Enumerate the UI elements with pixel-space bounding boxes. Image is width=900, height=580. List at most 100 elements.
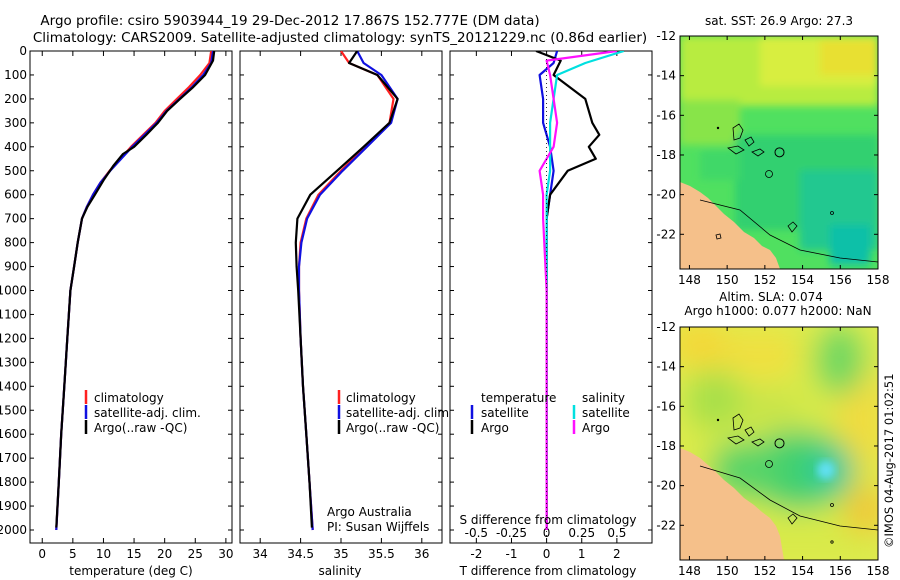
legend-label-satellite: satellite-adj. clim. (94, 406, 201, 420)
depth-tick-label: 900 (4, 260, 27, 274)
x-tick-label: 20 (157, 547, 172, 561)
sla-map-image (680, 327, 878, 560)
lat-tick-label: -12 (656, 320, 676, 334)
temperature-panel: 0100200300400500600700800900100011001200… (0, 44, 234, 578)
depth-tick-label: 600 (4, 188, 27, 202)
x-tick-label: 35.5 (368, 547, 395, 561)
sst-lon-ticks: 148 150 152 154 156 158 (678, 36, 889, 287)
sla-map-title-line2: Argo h1000: 0.077 h2000: NaN (684, 304, 871, 318)
legend-label-satellite: satellite-adj. clim. (346, 406, 453, 420)
salinity-profiles (294, 51, 399, 531)
depth-tick-label: 2000 (0, 523, 27, 537)
x-tick-label: 10 (96, 547, 111, 561)
temperature-plot-frame (29, 50, 233, 544)
sla-map-frame (679, 326, 879, 561)
depth-tick-label: 1900 (0, 499, 27, 513)
s-tick-label: 0.5 (607, 526, 626, 540)
lon-tick-label: 154 (791, 273, 814, 287)
lon-tick-label: 148 (678, 564, 701, 578)
x-tick-label: 30 (218, 547, 233, 561)
credit-line1: Argo Australia (327, 505, 412, 519)
lat-tick-label: -18 (656, 148, 676, 162)
figure-title-line2: Climatology: CARS2009. Satellite-adjuste… (33, 30, 647, 46)
lon-tick-label: 158 (867, 564, 890, 578)
legend-label-s-argo: Argo (582, 421, 610, 435)
depth-tick-label: 200 (4, 92, 27, 106)
t-difference-axis-ticks: -2 -1 0 1 2 (450, 50, 652, 561)
sst-lat-ticks: -12 -14 -16 -18 -20 -22 (656, 29, 878, 241)
t-difference-axis-label: T difference from climatology (459, 564, 637, 578)
lat-tick-label: -18 (656, 439, 676, 453)
depth-tick-label: 1200 (0, 331, 27, 345)
imos-watermark: ©IMOS 04-Aug-2017 01:02:51 (882, 373, 896, 548)
lon-tick-label: 148 (678, 273, 701, 287)
depth-tick-label: 1500 (0, 403, 27, 417)
salinity-axis-label: salinity (318, 564, 361, 578)
sst-map-image (680, 36, 878, 269)
lon-tick-label: 152 (753, 273, 776, 287)
s-tick-label: -0.25 (496, 526, 527, 540)
legend-label-argo: Argo(..raw -QC) (346, 421, 439, 435)
difference-legend: temperature salinity satellite Argo sate… (470, 391, 630, 435)
sst-map-frame (679, 35, 879, 270)
legend-label-t-satellite: satellite (481, 406, 529, 420)
x-tick-label: 36 (414, 547, 429, 561)
difference-panel: -2 -1 0 1 2 -0.5 -0.25 0 0.25 0.5 S difference f… (449, 50, 653, 578)
depth-tick-label: 1700 (0, 451, 27, 465)
lon-tick-label: 156 (829, 273, 852, 287)
sla-lon-ticks: 148 150 152 154 156 158 (678, 327, 889, 578)
sla-map-panel: Altim. SLA: 0.074 Argo h1000: 0.077 h200… (656, 290, 889, 578)
lon-tick-label: 150 (716, 564, 739, 578)
depth-tick-label: 500 (4, 164, 27, 178)
sla-lat-ticks: -12 -14 -16 -18 -20 -22 (656, 320, 878, 532)
depth-axis-ticks: 0 100 200 300 400 500 600 700 800 900 1000 1100 1200… (0, 44, 27, 537)
sla-land (680, 448, 784, 560)
depth-tick-label: 700 (4, 212, 27, 226)
s-tick-label: -0.5 (465, 526, 488, 540)
sla-map-title-line1: Altim. SLA: 0.074 (719, 290, 823, 304)
credit-line2: PI: Susan Wijffels (327, 520, 429, 534)
sst-map-title: sat. SST: 26.9 Argo: 27.3 (705, 14, 853, 28)
lon-tick-label: 158 (867, 273, 890, 287)
legend-label-climatology: climatology (346, 391, 416, 405)
temperature-axis-ticks: 0 5 10 15 20 25 30 (30, 50, 234, 561)
x-tick-label: 15 (126, 547, 141, 561)
lat-tick-label: -20 (656, 479, 676, 493)
x-tick-label: 25 (188, 547, 203, 561)
depth-tick-label: 0 (19, 44, 27, 58)
x-tick-label: 2 (613, 547, 621, 561)
x-tick-label: 0 (38, 547, 46, 561)
depth-tick-label: 1000 (0, 284, 27, 298)
x-tick-label: 34 (253, 547, 268, 561)
lat-tick-label: -22 (656, 518, 676, 532)
lat-tick-label: -16 (656, 399, 676, 413)
legend-title-salinity: salinity (582, 391, 625, 405)
lat-tick-label: -14 (656, 69, 676, 83)
depth-tick-label: 800 (4, 236, 27, 250)
salinity-panel: 34 34.5 35 35.5 36 salinity climatology sate… (239, 50, 453, 578)
depth-tick-label: 1100 (0, 307, 27, 321)
salinity-axis-ticks: 34 34.5 35 35.5 36 (240, 50, 442, 561)
legend-title-temperature: temperature (481, 391, 556, 405)
depth-tick-label: 100 (4, 68, 27, 82)
lat-tick-label: -16 (656, 108, 676, 122)
s-tick-label: 0 (543, 526, 551, 540)
legend-label-argo: Argo(..raw -QC) (94, 421, 187, 435)
series-line-argo-raw-qc- (294, 51, 399, 528)
x-tick-label: 35 (333, 547, 348, 561)
depth-tick-label: 400 (4, 140, 27, 154)
lat-tick-label: -22 (656, 227, 676, 241)
legend-label-s-satellite: satellite (582, 406, 630, 420)
x-tick-label: -2 (470, 547, 482, 561)
sla-argo-marker (774, 438, 785, 449)
difference-profiles (535, 51, 625, 543)
sst-argo-marker (774, 147, 785, 158)
s-difference-axis-ticks: -0.5 -0.25 0 0.25 0.5 (465, 526, 627, 540)
depth-tick-label: 1800 (0, 475, 27, 489)
salinity-legend: climatology satellite-adj. clim. Argo(..… (337, 390, 453, 435)
depth-tick-label: 1300 (0, 355, 27, 369)
sst-map-panel: sat. SST: 26.9 Argo: 27.3 148 150 (656, 14, 889, 287)
lon-tick-label: 152 (753, 564, 776, 578)
legend-label-climatology: climatology (94, 391, 164, 405)
lon-tick-label: 156 (829, 564, 852, 578)
